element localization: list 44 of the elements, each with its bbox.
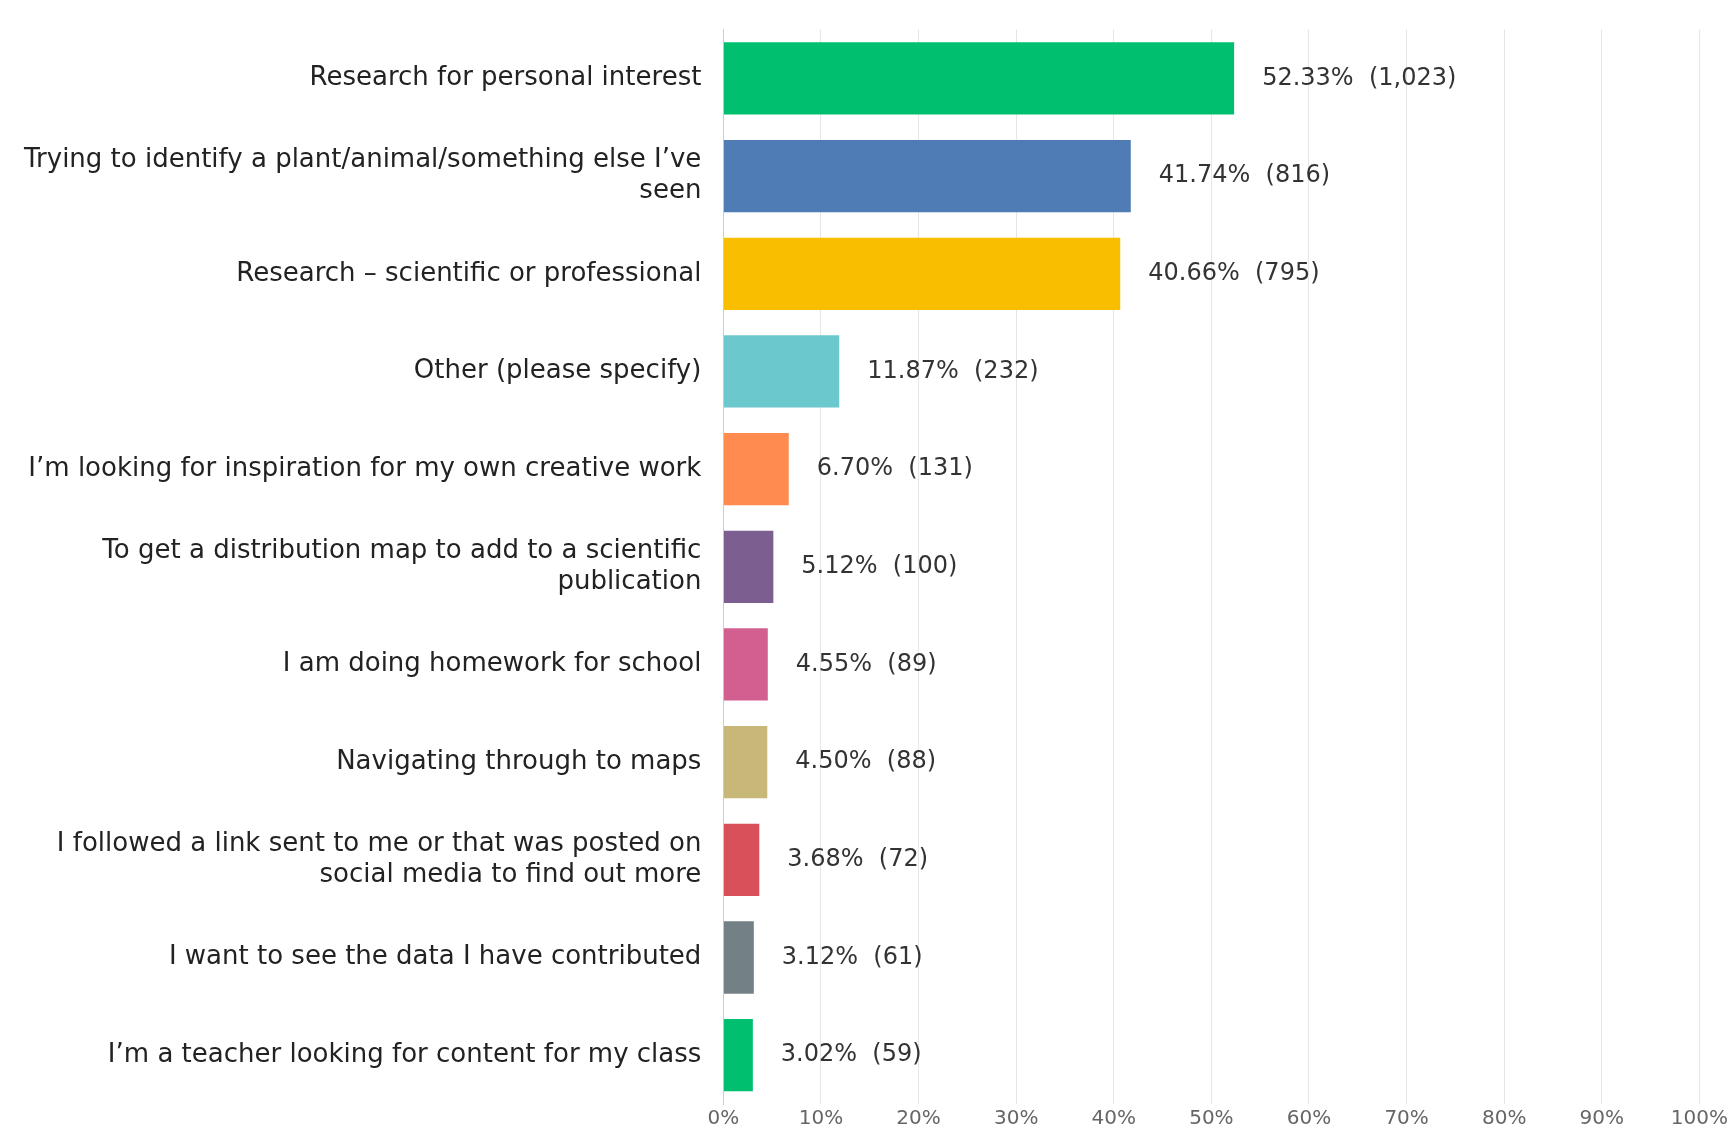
x-tick-label: 80% [1481,1105,1527,1130]
data-label: 41.74% (816) [1158,160,1331,189]
y-tick-label: I am doing homework for school [282,647,702,678]
y-tick-label: I want to see the data I have contributed [168,940,702,971]
data-label: 6.70% (131) [816,453,973,482]
data-label: 52.33% (1,023) [1262,62,1457,91]
x-tick-label: 30% [993,1105,1039,1130]
data-label: 4.50% (88) [795,746,937,775]
data-label: 4.55% (89) [795,648,937,677]
x-tick-label: 50% [1189,1105,1234,1130]
x-tick-label: 90% [1579,1105,1625,1130]
x-tick-label: 20% [896,1105,941,1130]
y-tick-label: Trying to identify a plant/animal/something else I’ve seen [23,143,702,205]
x-tick-label: 60% [1286,1105,1332,1130]
y-tick-label: To get a distribution map to add to a scientific publication [101,533,702,596]
bar [723,432,789,506]
y-tick-label: I’m looking for inspiration for my own creative work [28,451,702,482]
bar [723,237,1121,310]
bar [723,1019,753,1092]
data-label: 3.68% (72) [787,844,929,873]
x-tick-label: 70% [1384,1105,1429,1130]
y-tick-label: I followed a link sent to me or that was posted on social media to find out more [56,826,702,889]
bar [723,823,760,896]
bar [723,530,774,603]
y-tick-label: Navigating through to maps [336,744,702,775]
y-tick-label: Research for personal interest [309,61,702,92]
data-label: 11.87% (232) [867,355,1039,384]
bar [723,628,768,701]
bar [723,335,840,408]
bar [723,139,1131,213]
y-tick-label: Research – scientific or professional [236,256,702,287]
data-label: 3.12% (61) [781,941,923,970]
bar [723,921,754,994]
x-tick-label: 0% [707,1105,740,1130]
y-tick-label: I’m a teacher looking for content for my class [107,1037,702,1068]
x-tick-label: 10% [798,1105,844,1130]
data-label: 40.66% (795) [1148,258,1320,287]
data-label: 5.12% (100) [801,551,958,580]
bar [723,726,768,799]
data-label: 3.02% (59) [780,1039,922,1068]
bar [723,42,1235,115]
y-tick-label: Other (please specify) [413,354,702,385]
x-tick-label: 100% [1670,1105,1728,1130]
x-tick-label: 40% [1091,1105,1137,1130]
